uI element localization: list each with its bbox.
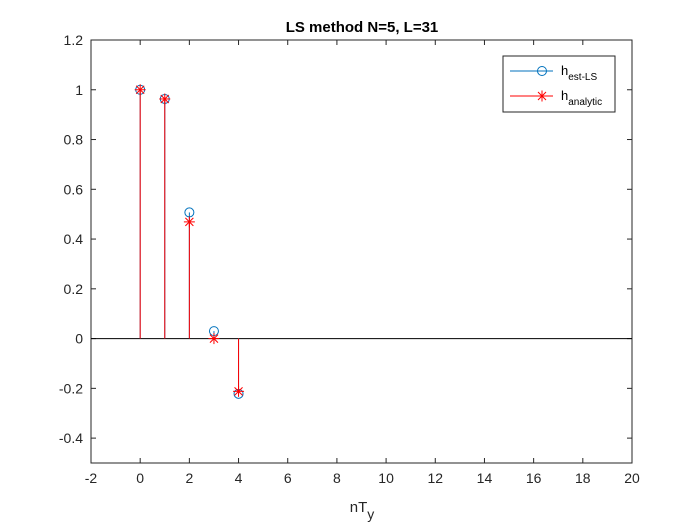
y-tick-label: 1.2	[64, 32, 84, 48]
x-tick-label: -2	[85, 470, 98, 486]
x-tick-label: 4	[235, 470, 243, 486]
stem-series	[134, 84, 245, 399]
chart-title: LS method N=5, L=31	[286, 19, 439, 36]
y-tick-label: -0.4	[59, 430, 83, 446]
legend: hest-LS hanalytic	[502, 55, 616, 113]
y-tick-label: 1	[75, 82, 83, 98]
legend-marker-est	[537, 66, 547, 76]
y-tick-label: 0.8	[64, 132, 84, 148]
x-tick-label: 8	[333, 470, 341, 486]
x-tick-labels: -2 0 2 4 6 8 10 12 14 16 18 20	[85, 470, 640, 486]
y-tick-label: -0.2	[59, 380, 83, 396]
stem-point-asterisk	[233, 385, 245, 397]
stem-point-asterisk	[208, 333, 220, 345]
legend-label-analytic: hanalytic	[561, 88, 602, 108]
series-1	[134, 84, 245, 397]
stem-point-asterisk	[183, 216, 195, 228]
x-tick-label: 10	[378, 470, 394, 486]
x-tick-label: 0	[136, 470, 144, 486]
x-tick-label: 14	[477, 470, 493, 486]
x-tick-label: 16	[526, 470, 542, 486]
x-tick-label: 6	[284, 470, 292, 486]
x-tick-label: 2	[185, 470, 193, 486]
x-tick-label: 12	[427, 470, 443, 486]
x-tick-label: 18	[575, 470, 591, 486]
axis-ticks	[90, 39, 633, 463]
legend-label-est: hest-LS	[561, 63, 597, 83]
y-tick-label: 0.6	[64, 181, 84, 197]
x-tick-label: 20	[624, 470, 640, 486]
legend-box	[502, 55, 616, 113]
x-axis-label: nTy	[350, 499, 375, 522]
y-tick-label: 0.4	[64, 231, 84, 247]
stem-point-asterisk	[134, 84, 146, 96]
legend-marker-analytic	[536, 90, 548, 102]
y-tick-label: 0.2	[64, 281, 84, 297]
stem-point-asterisk	[159, 93, 171, 105]
y-tick-label: 0	[75, 331, 83, 347]
y-tick-labels: -0.4 -0.2 0 0.2 0.4 0.6 0.8 1 1.2	[59, 32, 83, 446]
